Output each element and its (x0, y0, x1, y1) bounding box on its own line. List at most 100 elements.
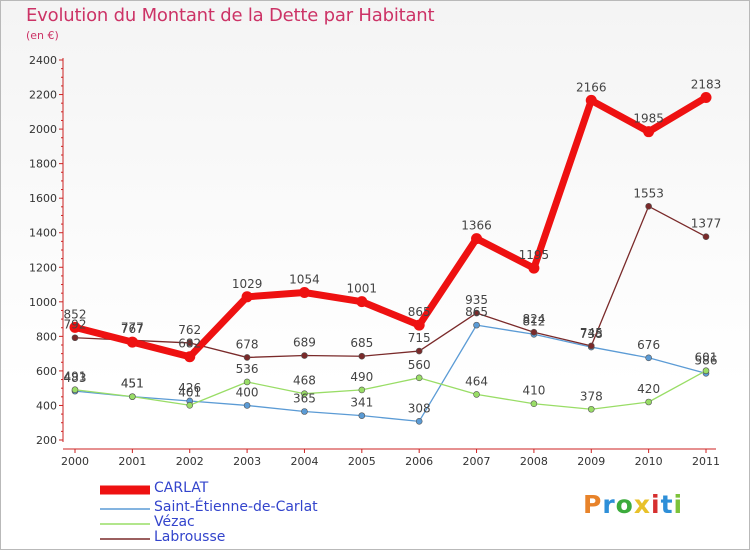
y-tick-label: 2200 (29, 89, 57, 102)
legend-label: CARLAT (154, 480, 209, 496)
x-tick-label: 2002 (176, 455, 204, 468)
data-label: 678 (236, 337, 259, 351)
x-tick-label: 2001 (118, 455, 146, 468)
data-point (241, 291, 253, 303)
data-point (186, 339, 194, 347)
data-point (645, 354, 652, 362)
legend-label: Vézac (154, 514, 195, 530)
series-line-labrousse (74, 205, 707, 359)
data-label: 468 (293, 374, 316, 388)
y-tick-label: 400 (36, 399, 57, 412)
data-point (243, 354, 251, 361)
chart-title: Evolution du Montant de la Dette par Hab… (26, 5, 435, 26)
data-point (645, 398, 652, 406)
x-tick-label: 2011 (692, 455, 720, 468)
y-tick-label: 1600 (29, 192, 57, 205)
data-label: 536 (236, 362, 259, 376)
data-point (530, 328, 538, 336)
data-label: 767 (121, 322, 144, 336)
data-point (356, 296, 368, 308)
data-point (702, 233, 710, 240)
data-point (243, 402, 251, 409)
x-tick-label: 2005 (348, 455, 376, 468)
data-point (473, 391, 480, 398)
data-label: 865 (408, 305, 431, 319)
data-point (358, 352, 366, 360)
y-tick-label: 1800 (29, 158, 57, 171)
legend-label: Labrousse (154, 529, 226, 545)
data-point (126, 336, 138, 348)
data-label: 426 (178, 381, 201, 395)
y-tick-label: 800 (36, 330, 57, 343)
x-tick-label: 2006 (405, 455, 433, 468)
data-label: 2166 (576, 80, 607, 94)
data-point (585, 94, 597, 106)
x-tick-label: 2008 (520, 455, 548, 468)
data-label: 410 (522, 384, 545, 398)
data-point (69, 321, 81, 333)
data-label: 451 (121, 377, 144, 391)
data-label: 601 (695, 351, 718, 365)
data-point (358, 412, 366, 419)
data-label: 812 (522, 314, 545, 328)
data-label: 682 (178, 337, 201, 351)
data-point (415, 418, 423, 425)
data-point (298, 286, 310, 298)
data-label: 745 (580, 326, 603, 340)
y-tick-label: 1400 (29, 227, 57, 240)
data-point (587, 342, 595, 350)
data-label: 308 (408, 401, 431, 415)
data-point (473, 309, 480, 317)
data-label: 420 (637, 382, 660, 396)
data-label: 935 (465, 293, 488, 307)
data-label: 792 (64, 318, 87, 332)
data-label: 400 (236, 385, 259, 399)
data-point (71, 334, 79, 342)
data-point (301, 352, 308, 359)
data-label: 1001 (347, 282, 378, 296)
series-lines (69, 91, 712, 425)
data-label: 1377 (691, 217, 722, 231)
x-tick-label: 2003 (233, 455, 261, 468)
data-label: 483 (64, 371, 87, 385)
data-label: 852 (64, 307, 87, 321)
data-point (243, 378, 251, 386)
data-label: 715 (408, 331, 431, 345)
data-point (71, 386, 79, 394)
data-point (186, 401, 194, 409)
data-point (413, 319, 425, 331)
data-label: 586 (695, 353, 718, 367)
data-label: 2183 (691, 77, 722, 91)
data-point (645, 203, 652, 210)
data-label: 738 (580, 327, 603, 341)
y-tick-label: 2000 (29, 123, 57, 136)
series-line-vezac (74, 370, 707, 410)
data-label: 824 (522, 312, 545, 326)
data-label: 762 (178, 323, 201, 337)
data-label: 689 (293, 336, 316, 350)
data-point (700, 91, 712, 103)
chart-unit-label: (en €) (26, 29, 59, 42)
data-label: 676 (637, 338, 660, 352)
data-point (358, 386, 366, 394)
data-label: 865 (465, 305, 488, 319)
legend (100, 485, 150, 540)
value-labels: 852 767 682 1029 1054 1001 865 1366 1195 2166 1985… (64, 77, 722, 415)
data-label: 1366 (461, 219, 492, 233)
data-label: 1553 (633, 186, 664, 200)
data-point (643, 126, 655, 138)
x-tick-label: 2000 (61, 455, 89, 468)
data-label: 365 (293, 392, 316, 406)
series-line-carlat (71, 93, 710, 361)
y-tick-label: 1000 (29, 296, 57, 309)
data-point (301, 390, 308, 398)
data-point (473, 321, 480, 329)
y-tick-label: 2400 (29, 54, 57, 67)
data-point (587, 405, 595, 413)
data-label: 685 (350, 336, 373, 350)
y-tick-label: 1200 (29, 261, 57, 274)
data-point (530, 400, 538, 408)
data-point (129, 393, 136, 400)
